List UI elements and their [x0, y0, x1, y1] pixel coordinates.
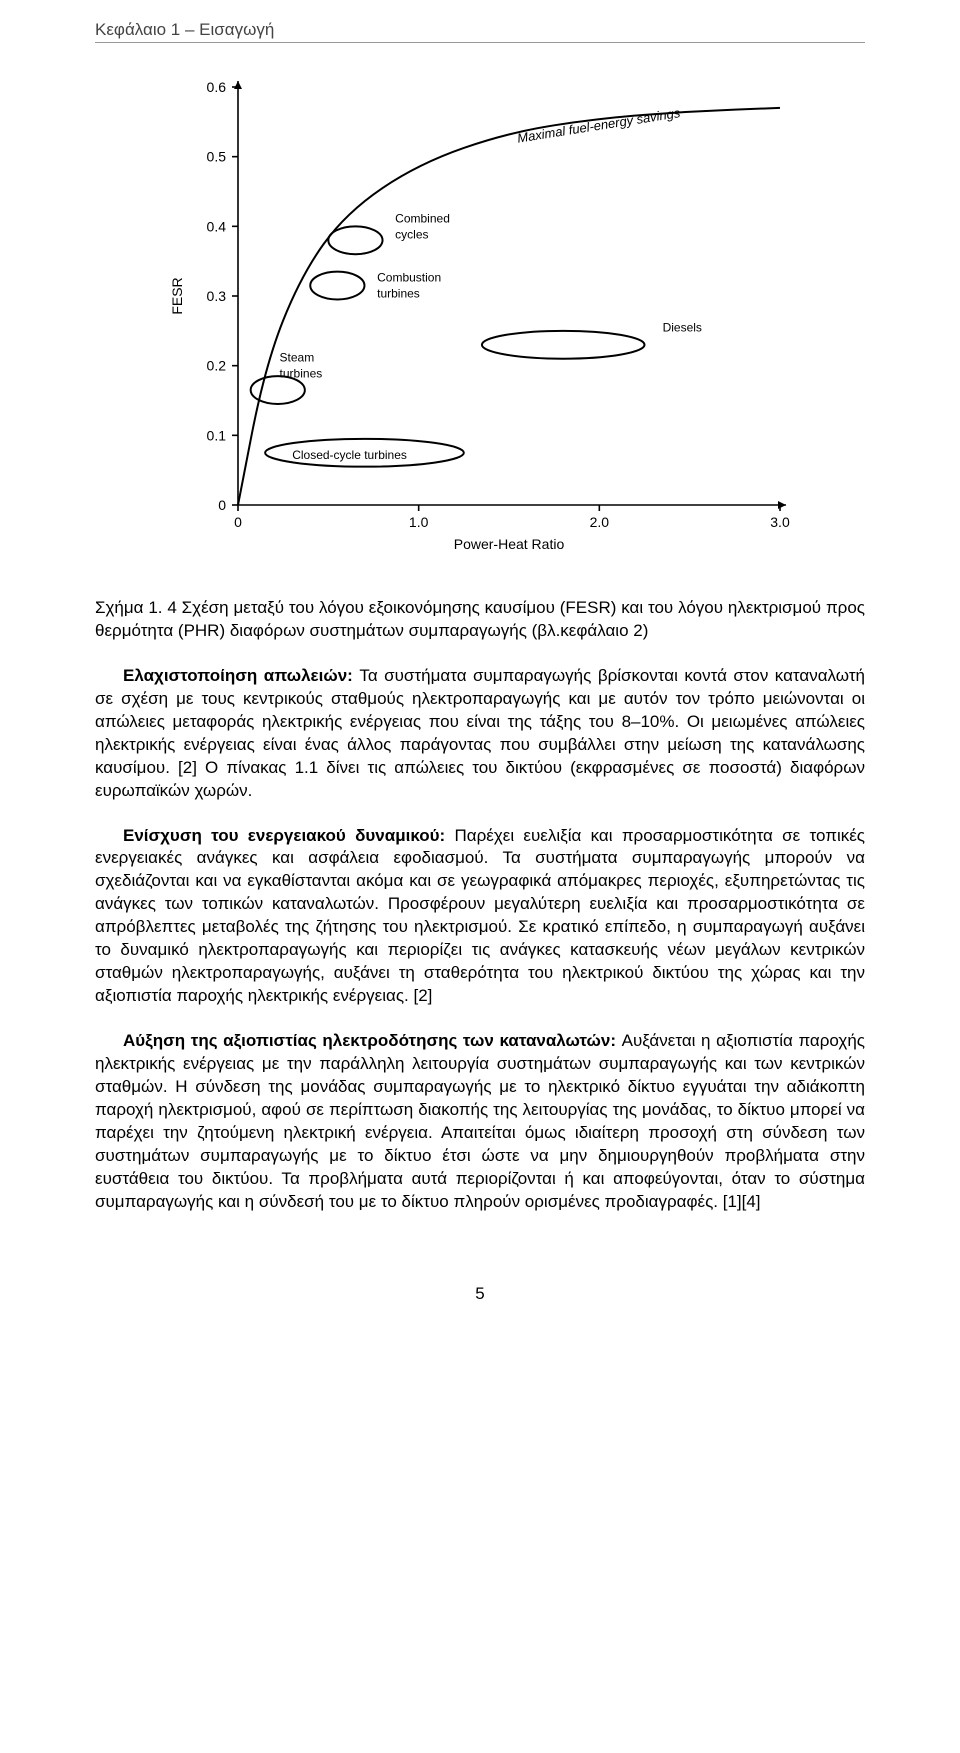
svg-text:0.5: 0.5: [207, 149, 227, 165]
svg-text:Combined: Combined: [395, 211, 450, 225]
paragraph-body: Τα συστήματα συμπαραγωγής βρίσκονται κον…: [95, 666, 865, 800]
page-number: 5: [95, 1284, 865, 1304]
svg-text:Maximal fuel-energy savings: Maximal fuel-energy savings: [516, 105, 682, 146]
svg-text:Diesels: Diesels: [663, 320, 702, 334]
chapter-header: Κεφάλαιο 1 – Εισαγωγή: [95, 20, 865, 43]
paragraph-body: Παρέχει ευελιξία και προσαρμοστικότητα σ…: [95, 826, 865, 1006]
page: Κεφάλαιο 1 – Εισαγωγή 01.02.03.000.10.20…: [0, 0, 960, 1344]
svg-text:0.1: 0.1: [207, 427, 227, 443]
svg-text:Steam: Steam: [280, 351, 315, 365]
svg-text:1.0: 1.0: [409, 514, 429, 530]
svg-text:2.0: 2.0: [590, 514, 610, 530]
svg-text:0.4: 0.4: [207, 218, 227, 234]
paragraph-3: Αύξηση της αξιοπιστίας ηλεκτροδότησης τω…: [95, 1030, 865, 1214]
svg-text:0: 0: [218, 497, 226, 513]
figure-1-4: 0 1.0 2.0 3.0 0 0.1 0.2 0.3 0.4 0.5 0.6 Power-Heat …: [160, 67, 800, 567]
svg-text:Closed-cycle turbines: Closed-cycle turbines: [292, 448, 407, 462]
paragraph-2: Ενίσχυση του ενεργειακού δυναμικού: Παρέ…: [95, 825, 865, 1009]
svg-text:0: 0: [234, 514, 242, 530]
figure-caption: Σχήμα 1. 4 Σχέση μεταξύ του λόγου εξοικο…: [95, 597, 865, 643]
paragraph-lead: Ελαχιστοποίηση απωλειών:: [123, 666, 359, 685]
paragraph-lead: Ενίσχυση του ενεργειακού δυναμικού:: [123, 826, 454, 845]
svg-text:cycles: cycles: [395, 227, 428, 241]
svg-text:turbines: turbines: [377, 287, 420, 301]
svg-text:FESR: FESR: [169, 277, 185, 314]
svg-text:0.2: 0.2: [207, 358, 227, 374]
svg-text:3.0: 3.0: [770, 514, 790, 530]
svg-text:Combustion: Combustion: [377, 271, 441, 285]
paragraph-lead: Αύξηση της αξιοπιστίας ηλεκτροδότησης τω…: [123, 1031, 622, 1050]
svg-text:Power-Heat Ratio: Power-Heat Ratio: [454, 536, 565, 552]
paragraph-body: Αυξάνεται η αξιοπιστία παροχής ηλεκτρική…: [95, 1031, 865, 1211]
paragraph-1: Ελαχιστοποίηση απωλειών: Τα συστήματα συ…: [95, 665, 865, 803]
svg-text:turbines: turbines: [280, 367, 323, 381]
body-text: Ελαχιστοποίηση απωλειών: Τα συστήματα συ…: [95, 665, 865, 1214]
fesr-phr-chart: 0 1.0 2.0 3.0 0 0.1 0.2 0.3 0.4 0.5 0.6 Power-Heat …: [160, 67, 800, 567]
svg-text:0.6: 0.6: [207, 79, 227, 95]
svg-text:0.3: 0.3: [207, 288, 227, 304]
